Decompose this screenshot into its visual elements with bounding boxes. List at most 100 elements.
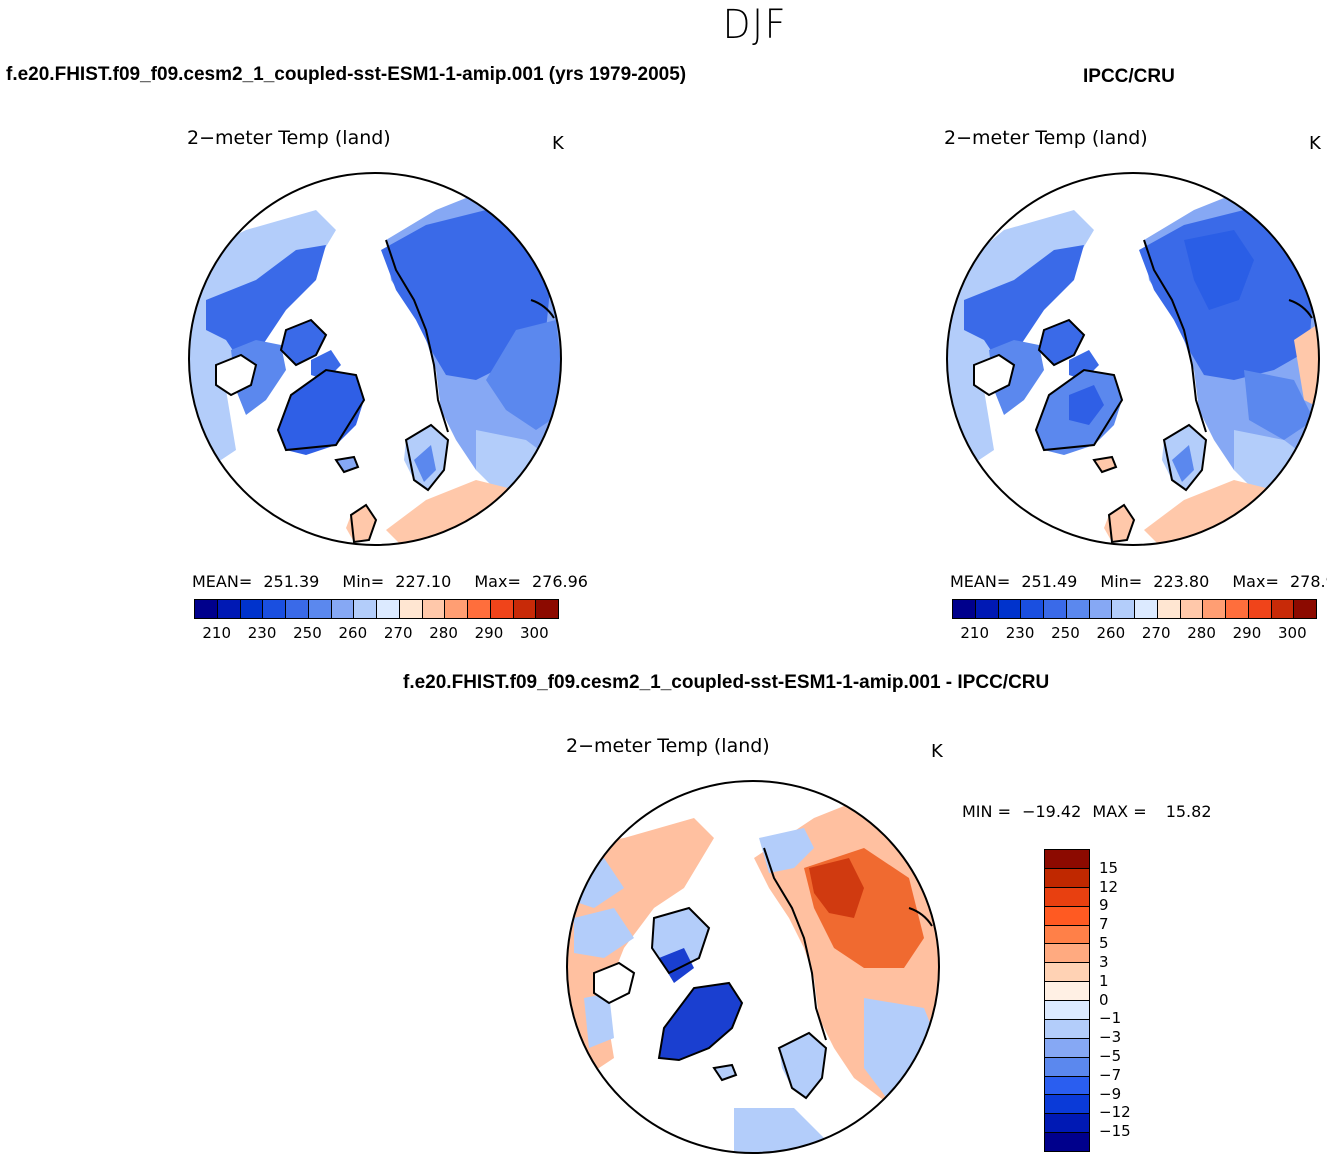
colorbar-swatch — [263, 600, 286, 618]
anomaly-cool-region — [584, 993, 614, 1048]
colorbar-tick-label: −1 — [1099, 1009, 1122, 1028]
model-case-title: f.e20.FHIST.f09_f09.cesm2_1_coupled-sst-… — [6, 64, 687, 85]
colorbar-tick-label: 270 — [1141, 624, 1171, 642]
diff-variable-title: 2−meter Temp (land) — [566, 735, 770, 757]
colorbar-swatch — [1045, 887, 1089, 907]
colorbar-tick-label: 15 — [1099, 858, 1119, 877]
colorbar-swatch — [195, 600, 218, 618]
colorbar-tick-label: 230 — [247, 624, 277, 642]
colorbar-swatch — [1021, 600, 1044, 618]
lananomaly-cold-region — [1039, 320, 1084, 365]
obs-land-field — [947, 173, 1319, 545]
obs-polar-map — [946, 172, 1320, 546]
anomaly-blue-region — [659, 983, 742, 1060]
colorbar-swatch — [1271, 600, 1295, 618]
obs-max-value: 278.91 — [1289, 572, 1327, 591]
colorbar-swatch — [513, 600, 537, 618]
colorbar-tick-label: 5 — [1099, 934, 1109, 953]
anomaly-cool-region — [759, 828, 814, 873]
colorbar-swatch — [1045, 944, 1089, 964]
colorbar-swatch — [1112, 600, 1135, 618]
colorbar-tick-label: 210 — [202, 624, 232, 642]
model-units: K — [552, 133, 564, 154]
diff-min-label: MIN = — [962, 802, 1011, 821]
colorbar-tick-label: 9 — [1099, 896, 1109, 915]
model-min-value: 227.10 — [395, 572, 452, 591]
diff-polar-map — [566, 780, 940, 1154]
colorbar-swatch — [1045, 1114, 1089, 1134]
colorbar-tick-label: 260 — [1096, 624, 1126, 642]
lananomaly-mid-region — [486, 320, 561, 430]
model-min-label: Min= — [342, 572, 385, 591]
colorbar-swatch — [1089, 600, 1113, 618]
colorbar-swatch — [308, 600, 332, 618]
lananomaly-cold-region — [281, 320, 326, 365]
colorbar-swatch — [975, 600, 999, 618]
colorbar-swatch — [331, 600, 355, 618]
colorbar-swatch — [1045, 1076, 1089, 1096]
colorbar-swatch — [354, 600, 377, 618]
season-title: DJF — [722, 2, 788, 48]
obs-mean-label: MEAN= — [950, 572, 1011, 591]
colorbar-swatch — [1045, 1038, 1089, 1058]
colorbar-tick-label: 250 — [293, 624, 322, 642]
colorbar-tick-label: 270 — [383, 624, 413, 642]
colorbar-swatch — [468, 600, 491, 618]
model-mean-label: MEAN= — [192, 572, 253, 591]
obs-colorbar — [952, 599, 1317, 619]
colorbar-swatch — [1203, 600, 1226, 618]
colorbar-swatch — [1045, 963, 1089, 983]
diff-colorbar — [1044, 849, 1090, 1152]
diff-min-value: −19.42 — [1022, 802, 1082, 821]
colorbar-swatch — [1045, 1095, 1089, 1115]
colorbar-tick-label: 1 — [1099, 971, 1109, 990]
colorbar-swatch — [1044, 600, 1067, 618]
colorbar-tick-label: −5 — [1099, 1046, 1122, 1065]
diff-max-value: 15.82 — [1165, 802, 1212, 821]
colorbar-tick-label: 300 — [1277, 624, 1307, 642]
colorbar-swatch — [1045, 850, 1089, 869]
colorbar-tick-label: −9 — [1099, 1084, 1122, 1103]
model-colorbar — [194, 599, 559, 619]
colorbar-swatch — [1248, 600, 1272, 618]
colorbar-swatch — [953, 600, 976, 618]
model-coastlines — [215, 239, 555, 544]
anomaly-blue-region — [659, 948, 694, 983]
colorbar-swatch — [998, 600, 1022, 618]
colorbar-swatch — [1045, 1019, 1089, 1039]
colorbar-swatch — [1180, 600, 1204, 618]
colorbar-swatch — [1135, 600, 1158, 618]
colorbar-swatch — [399, 600, 423, 618]
colorbar-swatch — [240, 600, 264, 618]
model-variable-title: 2−meter Temp (land) — [187, 127, 391, 149]
model-land-field — [189, 173, 561, 545]
obs-mean-value: 251.49 — [1021, 572, 1078, 591]
model-polar-map — [188, 172, 562, 546]
colorbar-tick-label: −15 — [1099, 1122, 1131, 1141]
anomaly-pale-region — [734, 1108, 824, 1153]
obs-units: K — [1309, 133, 1321, 154]
diff-max-label: MAX = — [1092, 802, 1147, 821]
obs-coastlines — [973, 239, 1313, 544]
obs-stats: MEAN= 251.49 Min= 223.80 Max= 278.91 — [950, 572, 1327, 591]
colorbar-tick-label: 230 — [1005, 624, 1035, 642]
colorbar-swatch — [1045, 982, 1089, 1001]
model-max-value: 276.96 — [531, 572, 588, 591]
diff-land-field — [567, 781, 939, 1153]
colorbar-swatch — [1226, 600, 1249, 618]
colorbar-swatch — [1066, 600, 1090, 618]
anomaly-cool-region — [789, 1058, 816, 1096]
diff-coastlines — [593, 847, 933, 1100]
model-mean-value: 251.39 — [263, 572, 320, 591]
colorbar-tick-label: −3 — [1099, 1028, 1122, 1047]
model-max-label: Max= — [474, 572, 521, 591]
colorbar-swatch — [217, 600, 241, 618]
colorbar-swatch — [377, 600, 400, 618]
obs-min-value: 223.80 — [1153, 572, 1210, 591]
colorbar-tick-label: 210 — [960, 624, 990, 642]
colorbar-swatch — [1045, 925, 1089, 945]
colorbar-tick-label: 300 — [519, 624, 549, 642]
lananomaly-cold-region — [381, 210, 551, 380]
lananomaly-cold-region — [964, 245, 1084, 370]
colorbar-tick-label: 250 — [1051, 624, 1080, 642]
